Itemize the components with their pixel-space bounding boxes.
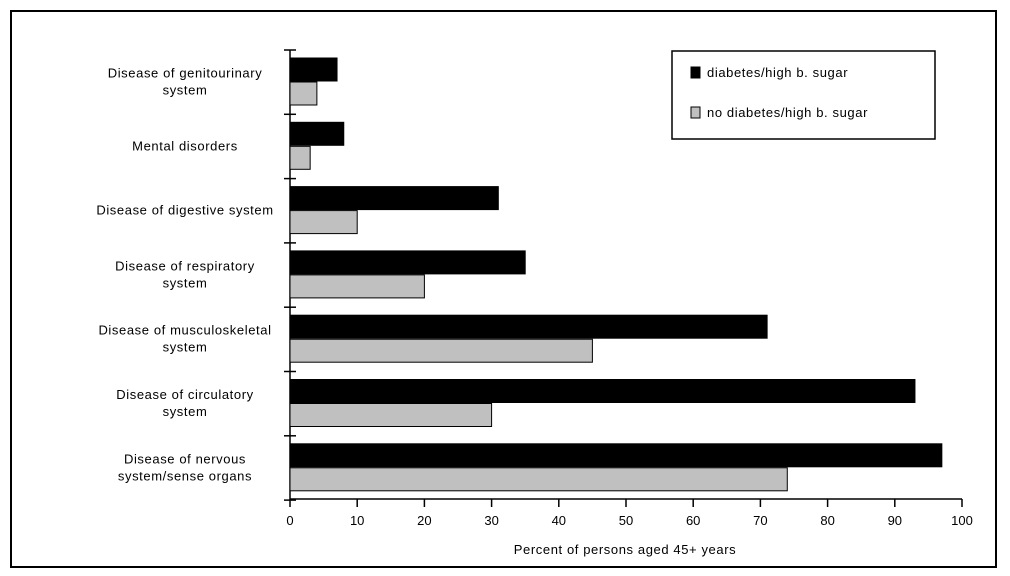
bar-no-diabetes [289,338,593,363]
bar-no-diabetes [289,467,788,492]
bar-no-diabetes [289,81,318,106]
x-tick-labels: 0 10 20 30 40 50 60 70 80 90 100 [286,513,972,528]
category-labels: Disease of genitourinary system Mental dis… [96,66,273,484]
bar-diabetes [289,57,338,82]
legend-swatch [690,66,701,79]
category-label: Disease of genitourinary [108,66,263,81]
bar-diabetes [289,379,916,403]
category-label: system/sense organs [118,468,252,483]
x-tick-label: 60 [686,513,700,528]
x-tick-label: 40 [552,513,566,528]
legend-box [671,50,936,140]
bar-diabetes [289,121,345,146]
x-axis-label: Percent of persons aged 45+ years [514,542,737,557]
bar-diabetes [289,314,768,339]
category-label: system [163,83,208,98]
x-tick-label: 100 [951,513,973,528]
legend-label: diabetes/high b. sugar [707,65,848,80]
bar-no-diabetes [289,210,358,235]
category-label: Disease of musculoskeletal [98,323,271,338]
x-tick-label: 50 [619,513,633,528]
category-label: Disease of respiratory [115,258,255,273]
category-label: system [163,275,208,290]
bar-no-diabetes [289,145,311,170]
bar-diabetes [289,186,499,211]
x-tick-label: 10 [350,513,364,528]
bar-no-diabetes [289,403,493,427]
category-label: system [163,340,208,355]
x-tick-label: 0 [286,513,293,528]
category-label: system [163,404,208,419]
x-tick-label: 70 [753,513,767,528]
chart-bars [289,57,943,492]
legend-label: no diabetes/high b. sugar [707,105,868,120]
x-tick-label: 20 [417,513,431,528]
category-label: Mental disorders [132,138,238,153]
category-label: Disease of nervous [124,451,246,466]
x-tick-label: 30 [484,513,498,528]
bar-diabetes [289,250,526,275]
bar-no-diabetes [289,274,425,299]
legend-swatch [690,106,701,119]
category-label: Disease of digestive system [96,203,273,218]
legend: diabetes/high b. sugar no diabetes/high b… [671,50,936,140]
bar-diabetes [289,443,943,468]
x-tick-label: 80 [820,513,834,528]
x-tick-label: 90 [888,513,902,528]
category-label: Disease of circulatory [116,387,253,402]
